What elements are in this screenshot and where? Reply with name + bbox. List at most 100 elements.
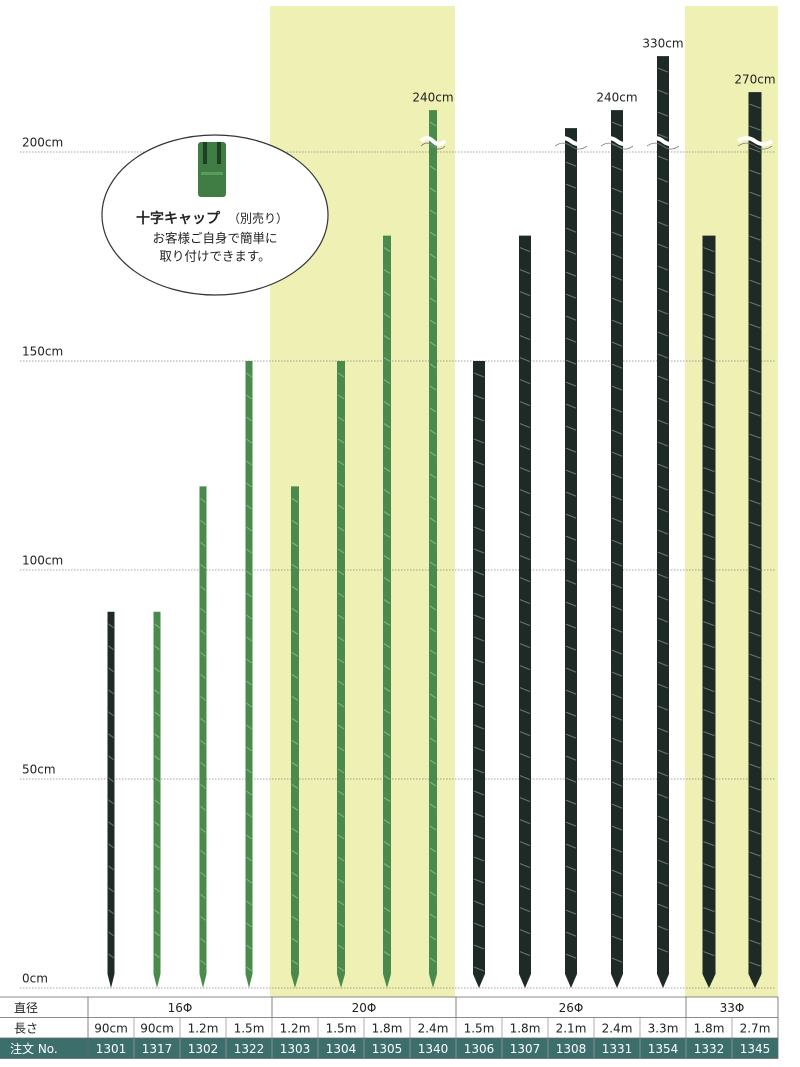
stake-rib (429, 737, 437, 743)
stake-rib (565, 799, 577, 805)
stake-rib (246, 680, 252, 686)
stake-rib (657, 265, 669, 271)
stake-rib (337, 416, 345, 422)
stake-rib (108, 777, 114, 783)
stake-rib (657, 287, 669, 293)
stake-rib (611, 187, 623, 193)
length-label: 2.4m (602, 1021, 633, 1035)
stake-rib (291, 739, 299, 745)
stake-rib (200, 608, 206, 613)
stake-rib (657, 375, 669, 381)
length-label: 1.8m (372, 1021, 403, 1035)
stake-rib (749, 213, 761, 219)
stake-rib (383, 775, 391, 781)
stake (748, 92, 762, 989)
stake-rib (246, 614, 252, 620)
stake-rib (519, 577, 531, 583)
y-tick-label: 200cm (22, 136, 63, 150)
stake-rib (565, 821, 577, 827)
stake-rib (565, 183, 577, 189)
stake-rib (200, 872, 206, 877)
stake-rib (611, 671, 623, 677)
stake (383, 235, 391, 989)
stake-rib (154, 931, 160, 937)
stake-rib (611, 869, 623, 875)
stake-rib (337, 614, 345, 620)
stake-rib (383, 665, 391, 671)
stake-rib (519, 335, 531, 341)
length-label: 1.2m (280, 1021, 311, 1035)
stake-rib (246, 966, 252, 972)
stake-rib (519, 423, 531, 429)
stake-rib (749, 785, 761, 791)
stake-rib (429, 715, 437, 721)
y-tick-label: 0cm (22, 972, 48, 986)
stake-rib (337, 680, 345, 686)
axis-break (736, 136, 774, 147)
order-number: 1345 (740, 1042, 771, 1056)
stake-rib (473, 614, 485, 620)
stake-rib (611, 275, 623, 281)
stake-rib (108, 667, 114, 673)
row-header: 注文 No. (10, 1041, 58, 1056)
stake-rib (200, 498, 206, 503)
order-number: 1308 (556, 1042, 587, 1056)
order-number: 1331 (602, 1042, 633, 1056)
stake-rib (657, 771, 669, 777)
stake-rib (657, 485, 669, 491)
stake-rib (611, 737, 623, 743)
stake (611, 110, 623, 989)
stake-rib (611, 825, 623, 831)
stake-rib (565, 557, 577, 563)
stake-rib (108, 799, 114, 805)
stake-rib (246, 438, 252, 444)
stake-rib (154, 843, 160, 849)
stake-rib (611, 913, 623, 919)
stake-rib (703, 885, 715, 891)
stake-rib (383, 511, 391, 517)
order-number: 1306 (464, 1042, 495, 1056)
stake-rib (749, 301, 761, 307)
stake-rib (429, 385, 437, 391)
stake-rib (519, 401, 531, 407)
stake-rib (383, 247, 391, 253)
callout-line: 取り付けできます。 (159, 249, 270, 264)
stake-rib (749, 587, 761, 593)
stake-rib (429, 253, 437, 259)
callout-line: お客様ご自身で簡単に (152, 231, 277, 246)
stake-rib (565, 381, 577, 387)
stake-rib (246, 570, 252, 576)
stake-rib (565, 403, 577, 409)
stake-rib (565, 337, 577, 343)
stake-rib (519, 863, 531, 869)
stake-rib (337, 394, 345, 400)
stake-rib (703, 291, 715, 297)
stake-rib (383, 709, 391, 715)
stake-rib (749, 103, 761, 109)
stake-rib (519, 929, 531, 935)
stake-rib (565, 689, 577, 695)
stake-rib (749, 191, 761, 197)
stake-rib (749, 257, 761, 263)
stake-rib (473, 658, 485, 664)
stake-rib (703, 621, 715, 627)
stake-rib (611, 121, 623, 127)
order-number: 1340 (418, 1042, 449, 1056)
stake-rib (429, 121, 437, 127)
stake-rib (519, 643, 531, 649)
stake-rib (200, 718, 206, 723)
stake-rib (473, 702, 485, 708)
stake-rib (519, 687, 531, 693)
stake-rib (383, 753, 391, 759)
stake-rib (246, 834, 252, 840)
stake-rib (611, 803, 623, 809)
stake-rib (429, 539, 437, 545)
stake-rib (429, 803, 437, 809)
stake-rib (429, 165, 437, 171)
stake-rib (291, 541, 299, 547)
stake-rib (291, 893, 299, 899)
stake-rib (749, 455, 761, 461)
stake-rib (383, 401, 391, 407)
stake-rib (749, 873, 761, 879)
value-label: 330cm (642, 37, 683, 51)
